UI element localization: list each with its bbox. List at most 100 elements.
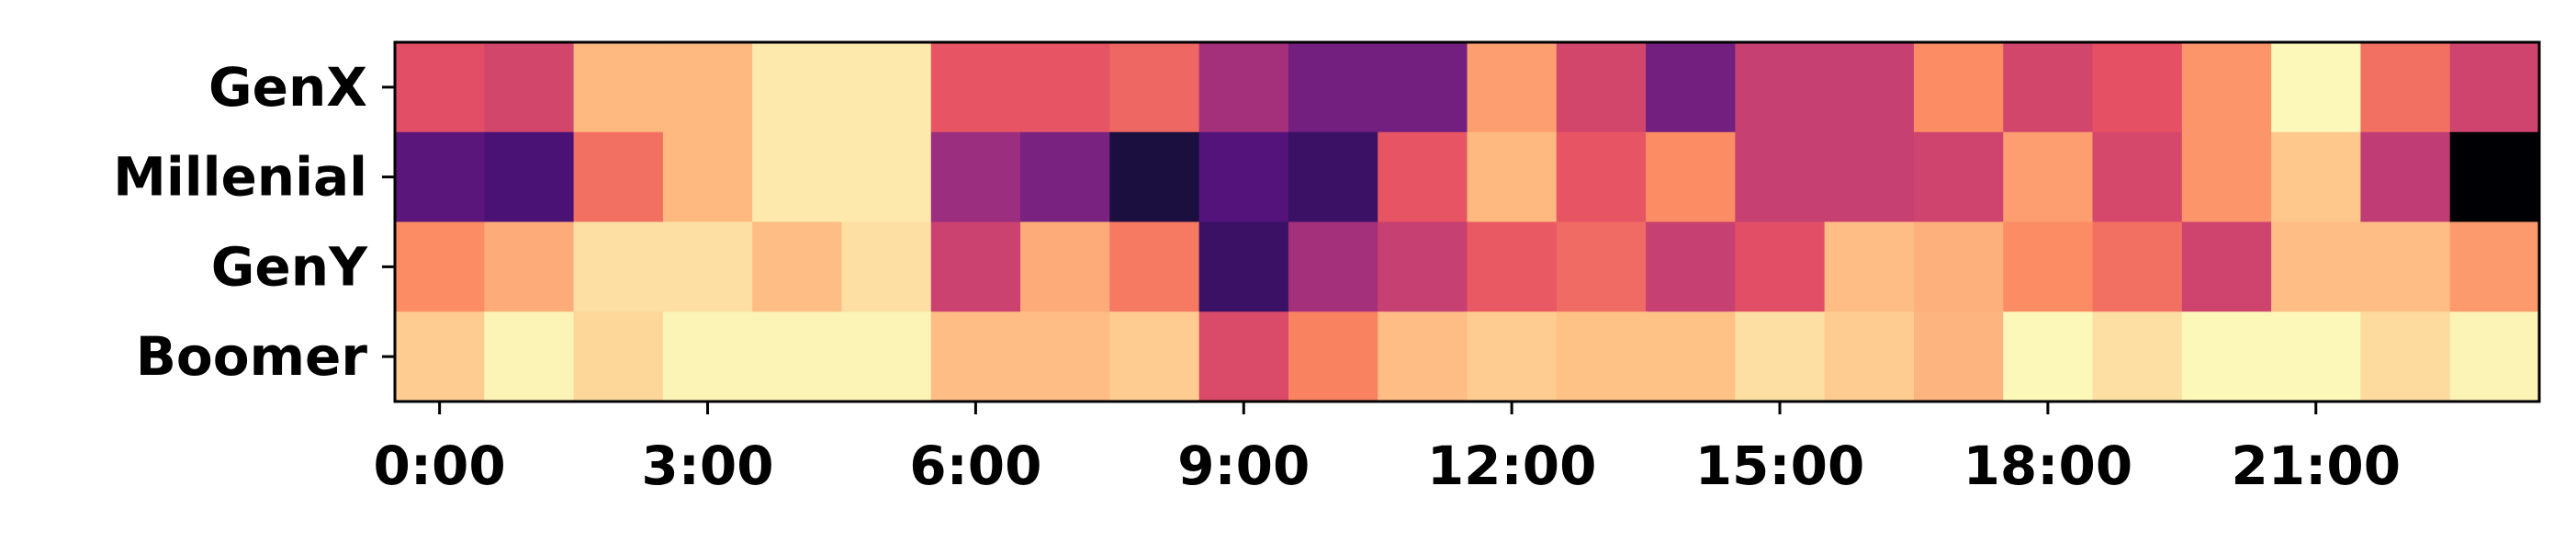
heatmap-cell	[752, 131, 843, 223]
heatmap-cell	[752, 221, 843, 312]
heatmap-cell	[1556, 131, 1647, 223]
heatmap-cell	[1198, 311, 1289, 402]
heatmap-cell	[484, 311, 575, 402]
heatmap-cell	[2092, 311, 2183, 402]
heatmap-cell	[1556, 221, 1647, 312]
heatmap-cell	[2003, 221, 2094, 312]
heatmap-cell	[2271, 311, 2362, 402]
heatmap-cell	[1109, 131, 1200, 223]
heatmap-cell	[1556, 42, 1647, 133]
heatmap-cell	[2003, 131, 2094, 223]
heatmap-cell	[573, 42, 664, 133]
heatmap-cell	[1020, 221, 1110, 312]
heatmap-cell	[2271, 131, 2362, 223]
heatmap-cell	[662, 131, 753, 223]
heatmap-cell	[1735, 131, 1826, 223]
heatmap-cell	[662, 221, 753, 312]
heatmap-cell	[1824, 221, 1915, 312]
heatmap-cell	[573, 311, 664, 402]
heatmap-cell	[1735, 42, 1826, 133]
heatmap-cell	[1198, 131, 1289, 223]
heatmap-cell	[1378, 311, 1468, 402]
heatmap-cell	[2449, 221, 2540, 312]
x-tick-label: 21:00	[2231, 435, 2401, 497]
x-tick-label: 12:00	[1427, 435, 1597, 497]
y-tick-labels: GenX Millenial GenY Boomer	[113, 56, 368, 388]
heatmap-cell	[1288, 42, 1378, 133]
heatmap-cell	[1913, 42, 2004, 133]
heatmap-cell	[2092, 42, 2183, 133]
heatmap-cell	[1556, 311, 1647, 402]
heatmap-cell	[1378, 131, 1468, 223]
heatmap-cell	[2449, 42, 2540, 133]
heatmap-cell	[1735, 311, 1826, 402]
heatmap-cell	[1913, 311, 2004, 402]
heatmap-cell	[395, 311, 485, 402]
heatmap-cell	[2003, 42, 2094, 133]
heatmap-cell	[1109, 311, 1200, 402]
heatmap-cell	[1646, 221, 1736, 312]
heatmap-cell	[1913, 131, 2004, 223]
heatmap-cell	[1109, 42, 1200, 133]
heatmap-cell	[2449, 131, 2540, 223]
heatmap-cell	[573, 131, 664, 223]
heatmap-cell	[2360, 42, 2451, 133]
heatmap-cell	[2181, 131, 2272, 223]
heatmap-cell	[395, 42, 485, 133]
x-tick-label: 6:00	[909, 435, 1041, 497]
heatmap-cell	[1378, 221, 1468, 312]
heatmap-cells	[395, 42, 2540, 402]
heatmap-cell	[1913, 221, 2004, 312]
heatmap-cell	[2003, 311, 2094, 402]
heatmap-cell	[2360, 221, 2451, 312]
heatmap-cell	[2181, 42, 2272, 133]
heatmap-cell	[2271, 221, 2362, 312]
heatmap-cell	[1020, 42, 1110, 133]
heatmap-cell	[1288, 221, 1378, 312]
heatmap-cell	[1198, 221, 1289, 312]
y-tick-label: Millenial	[113, 146, 367, 209]
y-tick-marks	[382, 85, 395, 358]
heatmap-cell	[484, 221, 575, 312]
heatmap-cell	[2181, 221, 2272, 312]
y-tick-label: Boomer	[136, 325, 368, 388]
x-tick-labels: 0:00 3:00 6:00 9:00 12:00 15:00 18:00 21:00	[374, 435, 2402, 497]
heatmap-cell	[1824, 311, 1915, 402]
heatmap-cell	[1646, 311, 1736, 402]
heatmap-cell	[930, 131, 1021, 223]
heatmap-cell	[2360, 311, 2451, 402]
heatmap-cell	[841, 311, 932, 402]
heatmap-cell	[930, 311, 1021, 402]
heatmap-cell	[841, 131, 932, 223]
heatmap-cell	[1288, 131, 1378, 223]
heatmap-cell	[662, 311, 753, 402]
heatmap-cell	[1020, 311, 1110, 402]
x-tick-marks	[438, 401, 2318, 414]
x-tick-label: 0:00	[374, 435, 506, 497]
heatmap-cell	[484, 42, 575, 133]
heatmap-cell	[2181, 311, 2272, 402]
heatmap-cell	[1646, 42, 1736, 133]
heatmap-cell	[2092, 131, 2183, 223]
heatmap-cell	[841, 221, 932, 312]
x-tick-label: 18:00	[1963, 435, 2133, 497]
heatmap-cell	[2360, 131, 2451, 223]
heatmap-cell	[395, 131, 485, 223]
heatmap-cell	[1288, 311, 1378, 402]
heatmap-cell	[841, 42, 932, 133]
heatmap-cell	[573, 221, 664, 312]
heatmap-cell	[1109, 221, 1200, 312]
heatmap-cell	[1467, 311, 1558, 402]
x-tick-label: 3:00	[641, 435, 773, 497]
heatmap-cell	[2271, 42, 2362, 133]
heatmap-cell	[1378, 42, 1468, 133]
heatmap-cell	[930, 221, 1021, 312]
y-tick-label: GenX	[208, 56, 367, 119]
heatmap-cell	[1020, 131, 1110, 223]
heatmap-cell	[1198, 42, 1289, 133]
heatmap-cell	[662, 42, 753, 133]
heatmap-cell	[2449, 311, 2540, 402]
heatmap-cell	[395, 221, 485, 312]
plot-frame	[393, 40, 2541, 403]
